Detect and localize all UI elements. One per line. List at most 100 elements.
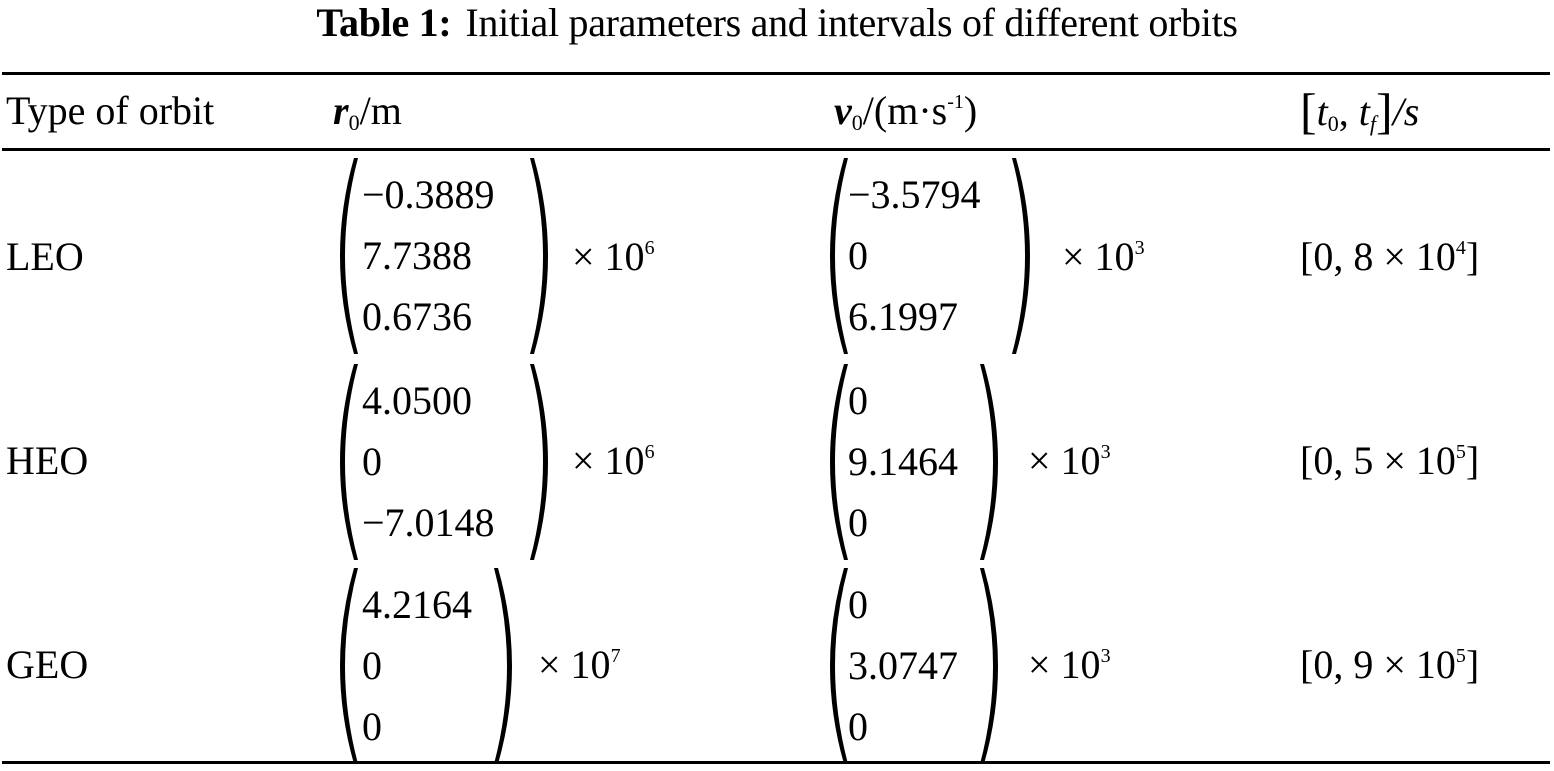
interval-exponent: 4: [1455, 237, 1466, 259]
interval-close-bracket: ]: [1376, 83, 1393, 139]
r0-y: 7.7388: [362, 233, 472, 278]
scale-exponent: 7: [610, 645, 621, 667]
scale-base: × 10: [1028, 438, 1101, 483]
orbit-type-label: LEO: [6, 234, 84, 279]
v0-scale: × 103: [1028, 436, 1111, 486]
scale-exponent: 3: [1100, 645, 1111, 667]
v0-z: 6.1997: [848, 294, 958, 339]
scale-base: × 10: [1062, 234, 1135, 279]
v0-entries: 0 9.1464 0: [848, 370, 958, 553]
left-paren: [332, 362, 360, 562]
scale-exponent: 6: [644, 237, 655, 259]
scale-base: × 10: [572, 438, 645, 483]
r0-entries: 4.2164 0 0: [362, 574, 472, 757]
tf-symbol: t: [1358, 89, 1370, 134]
orbit-type-label: GEO: [6, 642, 89, 687]
v0-z: 0: [848, 704, 868, 749]
table-caption: Table 1: Initial parameters and intervals…: [0, 0, 1554, 46]
t0-subscript: 0: [1327, 111, 1339, 136]
v0-x: −3.5794: [848, 172, 981, 217]
r0-z: 0.6736: [362, 294, 472, 339]
caption-text: Initial parameters and intervals of diff…: [465, 0, 1238, 45]
v0-x: 0: [848, 378, 868, 423]
r0-vector: −0.3889 7.7388 0.6736: [332, 156, 562, 356]
interval-unit: /s: [1392, 89, 1420, 134]
r0-y: 0: [362, 643, 382, 688]
scale-base: × 10: [572, 234, 645, 279]
header-r0: r0/m: [333, 86, 402, 136]
r0-x: 4.2164: [362, 582, 472, 627]
interval-open-bracket: [: [1300, 83, 1317, 139]
left-paren: [332, 156, 360, 356]
interval-close: ]: [1465, 234, 1480, 279]
table-header-rule: [2, 148, 1550, 151]
v0-y: 9.1464: [848, 439, 958, 484]
scale-exponent: 3: [1100, 441, 1111, 463]
r0-symbol: r: [333, 88, 349, 133]
table-row-leo: LEO −0.3889 7.7388 0.6736 × 106 −3.5794 …: [0, 156, 1554, 360]
left-paren: [332, 566, 360, 766]
interval-value: [0, 9 × 10: [1300, 642, 1456, 687]
right-paren: [978, 362, 1006, 562]
time-interval: [0, 5 × 105]: [1300, 436, 1479, 486]
interval-exponent: 5: [1455, 441, 1466, 463]
header-type-of-orbit: Type of orbit: [6, 88, 215, 133]
v0-y: 0: [848, 233, 868, 278]
interval-exponent: 5: [1455, 645, 1466, 667]
v0-z: 0: [848, 500, 868, 545]
v0-symbol: v: [834, 88, 852, 133]
left-paren: [822, 566, 850, 766]
right-paren: [492, 566, 520, 766]
r0-x: −0.3889: [362, 172, 495, 217]
left-paren: [822, 156, 850, 356]
r0-z: −7.0148: [362, 500, 495, 545]
r0-scale: × 107: [538, 640, 621, 690]
tf-subscript: f: [1369, 111, 1377, 136]
left-paren: [822, 362, 850, 562]
v0-unit-pre: /(m·s: [862, 88, 948, 133]
v0-y: 3.0747: [848, 643, 958, 688]
v0-unit-sup: -1: [947, 91, 964, 113]
header-interval: [t0, tf]/s: [1300, 86, 1419, 137]
r0-unit: /m: [359, 88, 402, 133]
v0-entries: −3.5794 0 6.1997: [848, 164, 981, 347]
header-v0: v0/(m·s-1): [834, 86, 977, 136]
v0-subscript: 0: [851, 110, 863, 135]
scale-exponent: 3: [1134, 237, 1145, 259]
interval-close: ]: [1465, 642, 1480, 687]
orbit-type-label: HEO: [6, 438, 89, 483]
r0-vector: 4.0500 0 −7.0148: [332, 362, 562, 562]
scale-base: × 10: [538, 642, 611, 687]
time-interval: [0, 9 × 105]: [1300, 640, 1479, 690]
table-row-geo: GEO 4.2164 0 0 × 107 0 3.0747 0 × 103 [0…: [0, 566, 1554, 770]
r0-entries: −0.3889 7.7388 0.6736: [362, 164, 495, 347]
interval-close: ]: [1465, 438, 1480, 483]
scale-exponent: 6: [644, 441, 655, 463]
v0-vector: −3.5794 0 6.1997: [822, 156, 1052, 356]
v0-scale: × 103: [1062, 232, 1145, 282]
r0-subscript: 0: [348, 110, 360, 135]
interval-separator: ,: [1338, 89, 1359, 134]
table-top-rule: [2, 72, 1550, 75]
r0-scale: × 106: [572, 436, 655, 486]
interval-value: [0, 8 × 10: [1300, 234, 1456, 279]
right-paren: [528, 156, 556, 356]
table-row-heo: HEO 4.0500 0 −7.0148 × 106 0 9.1464 0 × …: [0, 362, 1554, 566]
interval-value: [0, 5 × 10: [1300, 438, 1456, 483]
table-bottom-rule: [2, 761, 1550, 764]
v0-scale: × 103: [1028, 640, 1111, 690]
caption-label: Table 1:: [316, 0, 452, 45]
time-interval: [0, 8 × 104]: [1300, 232, 1479, 282]
r0-scale: × 106: [572, 232, 655, 282]
v0-vector: 0 3.0747 0: [822, 566, 1012, 766]
scale-base: × 10: [1028, 642, 1101, 687]
v0-entries: 0 3.0747 0: [848, 574, 958, 757]
r0-z: 0: [362, 704, 382, 749]
v0-vector: 0 9.1464 0: [822, 362, 1012, 562]
v0-unit-post: ): [963, 88, 978, 133]
v0-x: 0: [848, 582, 868, 627]
r0-entries: 4.0500 0 −7.0148: [362, 370, 495, 553]
right-paren: [978, 566, 1006, 766]
t0-symbol: t: [1316, 89, 1328, 134]
r0-vector: 4.2164 0 0: [332, 566, 532, 766]
